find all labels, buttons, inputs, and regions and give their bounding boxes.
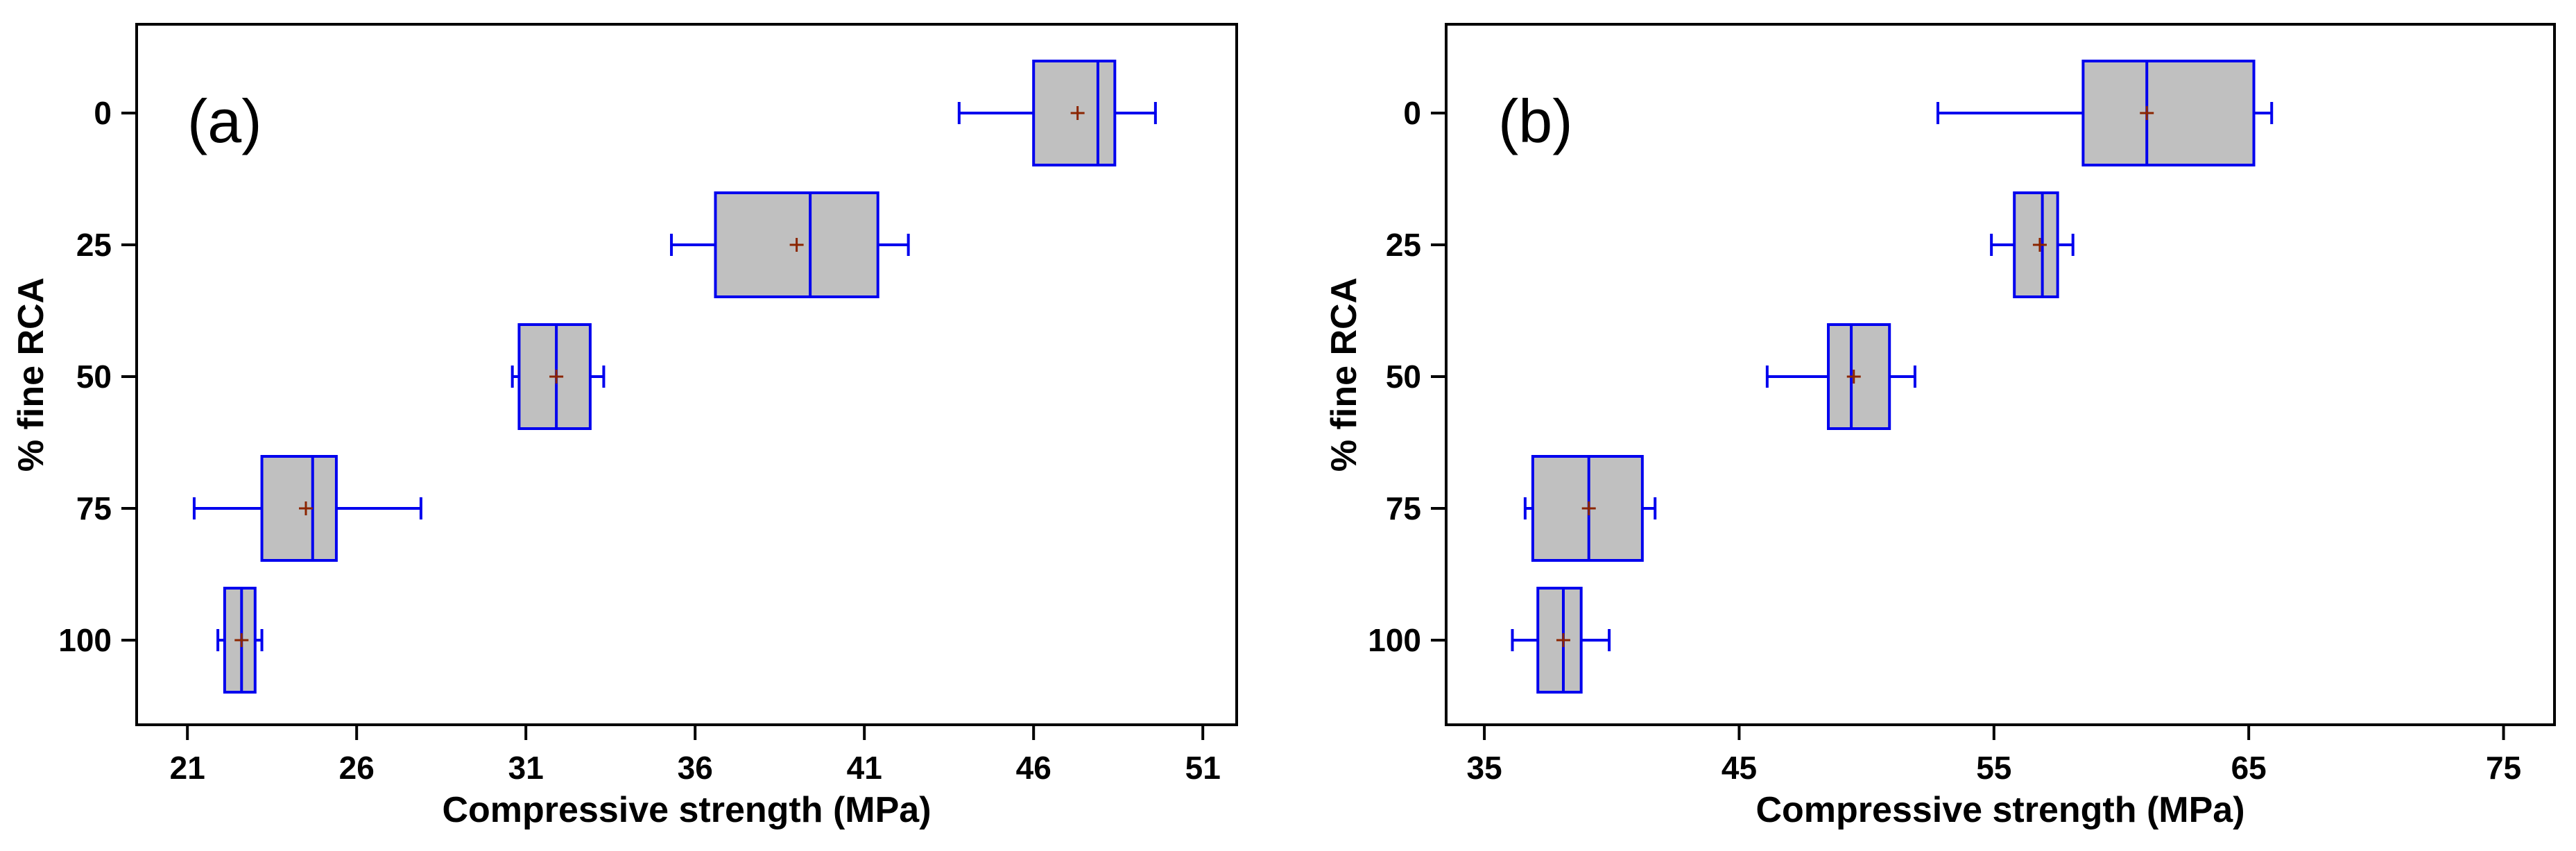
iqr-box xyxy=(2081,60,2256,166)
box-plot-100 xyxy=(216,587,264,694)
y-tick-label: 75 xyxy=(1386,490,1421,526)
box-plot-100 xyxy=(1511,587,1611,694)
panel-label: (a) xyxy=(187,87,262,155)
panel-label: (b) xyxy=(1498,87,1573,155)
y-tick-label: 0 xyxy=(1403,95,1421,131)
x-tick-label: 51 xyxy=(1185,750,1221,786)
box-plot-25 xyxy=(1990,191,2075,298)
y-tick-label: 25 xyxy=(76,227,112,263)
box-plot-0 xyxy=(957,60,1157,166)
chart-panel-b: 35 45 55 65 75 0 25 50 75 100 Compressive strength… xyxy=(1324,23,2556,830)
box-plot-50 xyxy=(1765,323,1916,430)
plot-frame xyxy=(135,23,1238,726)
y-tick-label: 100 xyxy=(1368,622,1421,658)
y-tick-label: 100 xyxy=(58,622,112,658)
box-plot-50 xyxy=(510,323,606,430)
y-tick-label: 75 xyxy=(76,490,112,526)
x-axis-label: Compressive strength (MPa) xyxy=(1755,790,2244,830)
y-tick-label: 50 xyxy=(1386,359,1421,395)
x-axis-label: Compressive strength (MPa) xyxy=(442,790,931,830)
chart-panel-a: 21 26 31 36 41 46 51 0 25 50 75 100 Compressive stre… xyxy=(11,23,1238,830)
y-tick-label: 0 xyxy=(94,95,112,131)
plot-frame xyxy=(1445,23,2556,726)
box-plot-25 xyxy=(670,191,910,298)
x-tick-label: 21 xyxy=(170,750,205,786)
x-tick-label: 41 xyxy=(847,750,882,786)
x-tick-label: 75 xyxy=(2486,750,2521,786)
box-plot-75 xyxy=(192,455,422,562)
x-tick-label: 46 xyxy=(1016,750,1051,786)
x-tick-label: 35 xyxy=(1467,750,1502,786)
y-tick-label: 25 xyxy=(1386,227,1421,263)
x-tick-label: 65 xyxy=(2231,750,2267,786)
box-plot-75 xyxy=(1523,455,1657,562)
x-tick-label: 26 xyxy=(339,750,375,786)
x-tick-label: 45 xyxy=(1721,750,1757,786)
y-tick-label: 50 xyxy=(76,359,112,395)
x-tick-label: 55 xyxy=(1976,750,2011,786)
y-axis-label: % fine RCA xyxy=(1324,277,1364,472)
iqr-box xyxy=(2013,191,2059,298)
x-tick-label: 31 xyxy=(508,750,544,786)
box-plot-0 xyxy=(1936,60,2274,166)
y-axis-label: % fine RCA xyxy=(11,277,51,472)
x-tick-label: 36 xyxy=(678,750,713,786)
